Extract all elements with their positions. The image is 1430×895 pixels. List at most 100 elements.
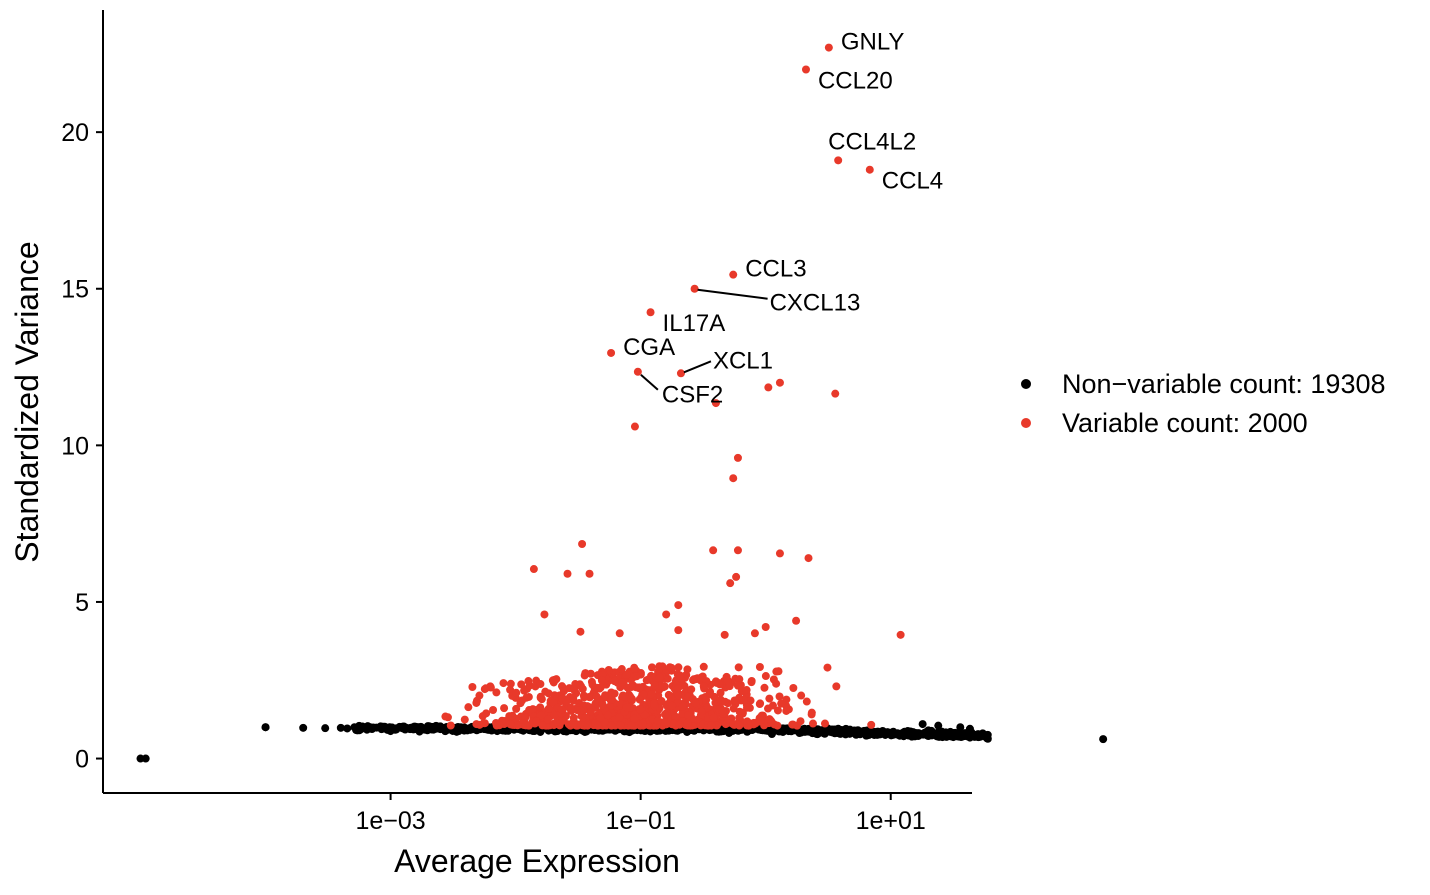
non-variable-point (934, 721, 943, 730)
variable-point (729, 704, 738, 713)
legend-label-variable: Variable count: 2000 (1062, 408, 1308, 438)
variable-point (761, 623, 770, 632)
variable-point (707, 721, 716, 730)
non-variable-point (911, 729, 920, 738)
variable-point (586, 707, 595, 716)
variable-point (578, 540, 587, 549)
variable-point (739, 695, 748, 704)
variable-point (735, 675, 744, 684)
non-variable-point (410, 722, 419, 731)
variable-point (627, 694, 636, 703)
non-variable-point (400, 723, 409, 732)
variable-point (597, 676, 606, 685)
y-tick-label: 15 (61, 276, 89, 304)
variable-point (610, 677, 619, 686)
variable-point (460, 715, 469, 724)
variable-point (723, 676, 732, 685)
non-variable-point (321, 724, 330, 733)
x-tick-label: 1e−03 (355, 807, 425, 835)
variable-point (687, 685, 696, 694)
non-variable-point (807, 728, 816, 737)
gene-point-ccl4 (865, 165, 874, 174)
variable-point (683, 665, 692, 674)
non-variable-point (841, 728, 850, 737)
variable-point (627, 721, 636, 730)
variable-point (747, 676, 756, 685)
y-tick-label: 10 (61, 432, 89, 460)
variable-point (650, 699, 659, 708)
variable-point (630, 422, 639, 431)
variable-point (774, 667, 783, 676)
x-tick-label: 1e+01 (856, 807, 926, 835)
variable-point (521, 721, 530, 730)
variable-point (671, 712, 680, 721)
variable-point (516, 699, 525, 708)
variable-point (768, 701, 777, 710)
variable-point (802, 697, 811, 706)
variable-point (751, 719, 760, 728)
variable-point (896, 630, 905, 639)
variable-point (777, 699, 786, 708)
variable-point (601, 691, 610, 700)
variable-point (537, 695, 546, 704)
variable-point (635, 695, 644, 704)
variable-point (559, 686, 568, 695)
variable-point (820, 719, 829, 728)
variable-point (557, 705, 566, 714)
variable-point (667, 663, 676, 672)
gene-point-ccl3 (729, 270, 738, 279)
variable-point (506, 679, 515, 688)
non-variable-point (823, 726, 832, 735)
variable-point (761, 672, 770, 681)
variable-point (735, 713, 744, 722)
variable-point (569, 720, 578, 729)
variable-point (583, 721, 592, 730)
variable-point (618, 678, 627, 687)
variable-point (596, 713, 605, 722)
legend-label-non-variable: Non−variable count: 19308 (1062, 369, 1386, 399)
non-variable-point (550, 727, 559, 736)
variable-point (548, 676, 557, 685)
non-variable-point (887, 728, 896, 737)
variable-point (536, 680, 545, 689)
variable-point (660, 717, 669, 726)
y-tick-label: 20 (61, 119, 89, 147)
variable-point (499, 679, 508, 688)
variable-point (647, 690, 656, 699)
gene-point-xcl1 (676, 369, 685, 378)
variable-point (666, 694, 675, 703)
variable-point (657, 697, 666, 706)
variable-point (615, 713, 624, 722)
non-variable-point (859, 728, 868, 737)
variable-point (569, 693, 578, 702)
variable-point (678, 702, 687, 711)
variable-point (729, 474, 738, 483)
variable-point (796, 717, 805, 726)
non-variable-point (924, 726, 933, 735)
variable-point (630, 714, 639, 723)
non-variable-point (918, 720, 927, 729)
non-variable-point (956, 723, 965, 732)
gene-label-ccl4: CCL4 (882, 168, 943, 195)
variable-point (807, 710, 816, 719)
variable-point (718, 706, 727, 715)
non-variable-point (1099, 735, 1108, 744)
variable-point (580, 671, 589, 680)
variable-point (674, 684, 683, 693)
variable-point (506, 720, 515, 729)
gene-point-il17a (646, 308, 655, 317)
variable-point (744, 721, 753, 730)
variable-point (563, 569, 572, 578)
variable-point (734, 663, 743, 672)
variable-point (733, 681, 742, 690)
gene-point-ccl20 (801, 65, 810, 74)
variable-point (525, 706, 534, 715)
variable-point (702, 696, 711, 705)
variable-point (709, 546, 718, 555)
variable-point (750, 629, 759, 638)
variable-point (832, 682, 841, 691)
variable-point (648, 663, 657, 672)
non-variable-point (435, 722, 444, 731)
variable-point (632, 672, 641, 681)
